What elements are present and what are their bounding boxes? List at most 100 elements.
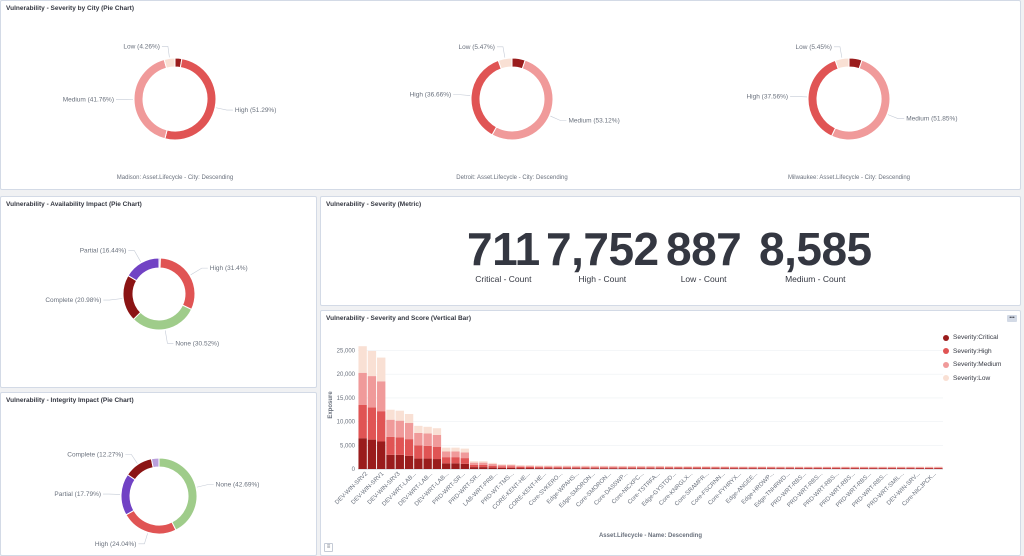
bar-segment-low[interactable] bbox=[497, 464, 507, 466]
bar-segment-low[interactable] bbox=[432, 428, 442, 435]
bar-segment-low[interactable] bbox=[934, 466, 943, 468]
bar-segment-high[interactable] bbox=[869, 467, 878, 469]
bar-segment-critical[interactable] bbox=[720, 468, 729, 469]
bar-segment-critical[interactable] bbox=[497, 467, 507, 469]
bar-segment-critical[interactable] bbox=[804, 468, 813, 469]
bar-segment-low[interactable] bbox=[599, 465, 609, 467]
bar-segment-high[interactable] bbox=[832, 467, 841, 469]
bar-segment-medium[interactable] bbox=[832, 466, 841, 468]
bar-segment-critical[interactable] bbox=[488, 467, 497, 469]
bar-segment-critical[interactable] bbox=[850, 468, 859, 469]
legend-item-medium[interactable]: Severity:Medium bbox=[943, 358, 1001, 372]
bar-segment-high[interactable] bbox=[386, 436, 395, 455]
bar-segment-high[interactable] bbox=[720, 467, 729, 469]
bar-segment-medium[interactable] bbox=[776, 466, 785, 468]
bar-segment-medium[interactable] bbox=[627, 466, 637, 468]
bar-segment-critical[interactable] bbox=[776, 468, 785, 469]
pie-slice-high[interactable] bbox=[164, 58, 217, 141]
bar-segment-high[interactable] bbox=[627, 467, 637, 469]
bar-segment-low[interactable] bbox=[553, 465, 562, 467]
bar-segment-critical[interactable] bbox=[897, 468, 906, 469]
pie-slice-partial[interactable] bbox=[120, 473, 136, 516]
bar-segment-low[interactable] bbox=[850, 466, 859, 467]
bar-segment-medium[interactable] bbox=[664, 466, 674, 468]
pie-slice-medium[interactable] bbox=[830, 59, 891, 141]
pie-slice-medium[interactable] bbox=[491, 59, 554, 141]
bar-segment-critical[interactable] bbox=[414, 458, 423, 469]
bar-segment-high[interactable] bbox=[553, 467, 562, 469]
bar-segment-critical[interactable] bbox=[674, 468, 683, 469]
bar-segment-critical[interactable] bbox=[358, 438, 367, 469]
bar-segment-low[interactable] bbox=[804, 466, 813, 467]
bar-segment-high[interactable] bbox=[804, 467, 813, 469]
pie-slice-complete[interactable] bbox=[122, 274, 142, 321]
bar-segment-critical[interactable] bbox=[479, 467, 488, 469]
bar-segment-medium[interactable] bbox=[479, 462, 488, 465]
bar-segment-low[interactable] bbox=[813, 466, 822, 467]
bar-segment-critical[interactable] bbox=[785, 468, 794, 469]
bar-segment-high[interactable] bbox=[813, 467, 822, 469]
bar-segment-high[interactable] bbox=[516, 466, 525, 469]
bar-segment-medium[interactable] bbox=[785, 466, 794, 468]
bar-segment-critical[interactable] bbox=[646, 468, 655, 469]
bar-segment-medium[interactable] bbox=[367, 376, 377, 408]
bar-segment-low[interactable] bbox=[609, 465, 618, 467]
bar-segment-high[interactable] bbox=[767, 467, 776, 469]
bar-segment-medium[interactable] bbox=[423, 433, 432, 446]
bar-segment-medium[interactable] bbox=[757, 466, 767, 468]
bar-segment-medium[interactable] bbox=[572, 466, 581, 468]
bar-segment-medium[interactable] bbox=[534, 466, 544, 468]
bar-segment-low[interactable] bbox=[590, 465, 599, 467]
bar-segment-high[interactable] bbox=[507, 466, 516, 468]
bar-segment-critical[interactable] bbox=[590, 468, 599, 469]
bar-segment-high[interactable] bbox=[442, 457, 451, 464]
bar-segment-medium[interactable] bbox=[887, 467, 897, 468]
bar-segment-high[interactable] bbox=[469, 464, 479, 468]
bar-segment-critical[interactable] bbox=[469, 467, 479, 469]
bar-segment-low[interactable] bbox=[627, 465, 637, 467]
bar-segment-high[interactable] bbox=[664, 467, 674, 469]
bar-segment-critical[interactable] bbox=[618, 468, 627, 469]
bar-segment-medium[interactable] bbox=[414, 432, 423, 446]
bar-segment-high[interactable] bbox=[562, 467, 572, 469]
bar-segment-critical[interactable] bbox=[432, 459, 442, 469]
bar-segment-medium[interactable] bbox=[386, 419, 395, 437]
bar-segment-high[interactable] bbox=[423, 445, 432, 459]
bar-segment-medium[interactable] bbox=[599, 466, 609, 468]
bar-segment-low[interactable] bbox=[720, 466, 729, 467]
bar-segment-critical[interactable] bbox=[915, 468, 924, 469]
pie-slice-none[interactable] bbox=[158, 457, 198, 531]
bar-segment-critical[interactable] bbox=[934, 468, 943, 469]
bar-segment-low[interactable] bbox=[692, 466, 702, 467]
bar-segment-medium[interactable] bbox=[702, 466, 711, 468]
bar-segment-low[interactable] bbox=[367, 350, 377, 377]
bar-segment-high[interactable] bbox=[599, 467, 609, 469]
bar-segment-critical[interactable] bbox=[599, 468, 609, 469]
bar-segment-high[interactable] bbox=[794, 467, 804, 469]
bar-segment-low[interactable] bbox=[423, 426, 432, 434]
bar-segment-medium[interactable] bbox=[674, 466, 683, 468]
bar-segment-medium[interactable] bbox=[488, 464, 497, 466]
bar-segment-low[interactable] bbox=[878, 466, 887, 468]
legend-item-high[interactable]: Severity:High bbox=[943, 345, 1001, 359]
bar-segment-critical[interactable] bbox=[451, 463, 460, 469]
bar-segment-low[interactable] bbox=[525, 465, 534, 466]
bar-segment-critical[interactable] bbox=[553, 468, 562, 469]
bar-segment-high[interactable] bbox=[711, 467, 720, 469]
bar-segment-critical[interactable] bbox=[386, 454, 395, 469]
bar-segment-medium[interactable] bbox=[442, 451, 451, 458]
bar-segment-critical[interactable] bbox=[748, 468, 757, 469]
bar-segment-medium[interactable] bbox=[377, 381, 386, 412]
bar-segment-medium[interactable] bbox=[609, 466, 618, 468]
bar-segment-critical[interactable] bbox=[794, 468, 804, 469]
bar-segment-low[interactable] bbox=[785, 466, 794, 467]
bar-segment-high[interactable] bbox=[897, 467, 906, 469]
bar-segment-high[interactable] bbox=[692, 467, 702, 469]
bar-segment-critical[interactable] bbox=[729, 468, 739, 469]
bar-segment-low[interactable] bbox=[674, 466, 683, 467]
bar-segment-critical[interactable] bbox=[581, 468, 590, 469]
bar-segment-critical[interactable] bbox=[859, 468, 869, 469]
bar-segment-medium[interactable] bbox=[897, 467, 906, 468]
bar-segment-high[interactable] bbox=[367, 407, 377, 440]
bar-segment-medium[interactable] bbox=[395, 420, 404, 438]
